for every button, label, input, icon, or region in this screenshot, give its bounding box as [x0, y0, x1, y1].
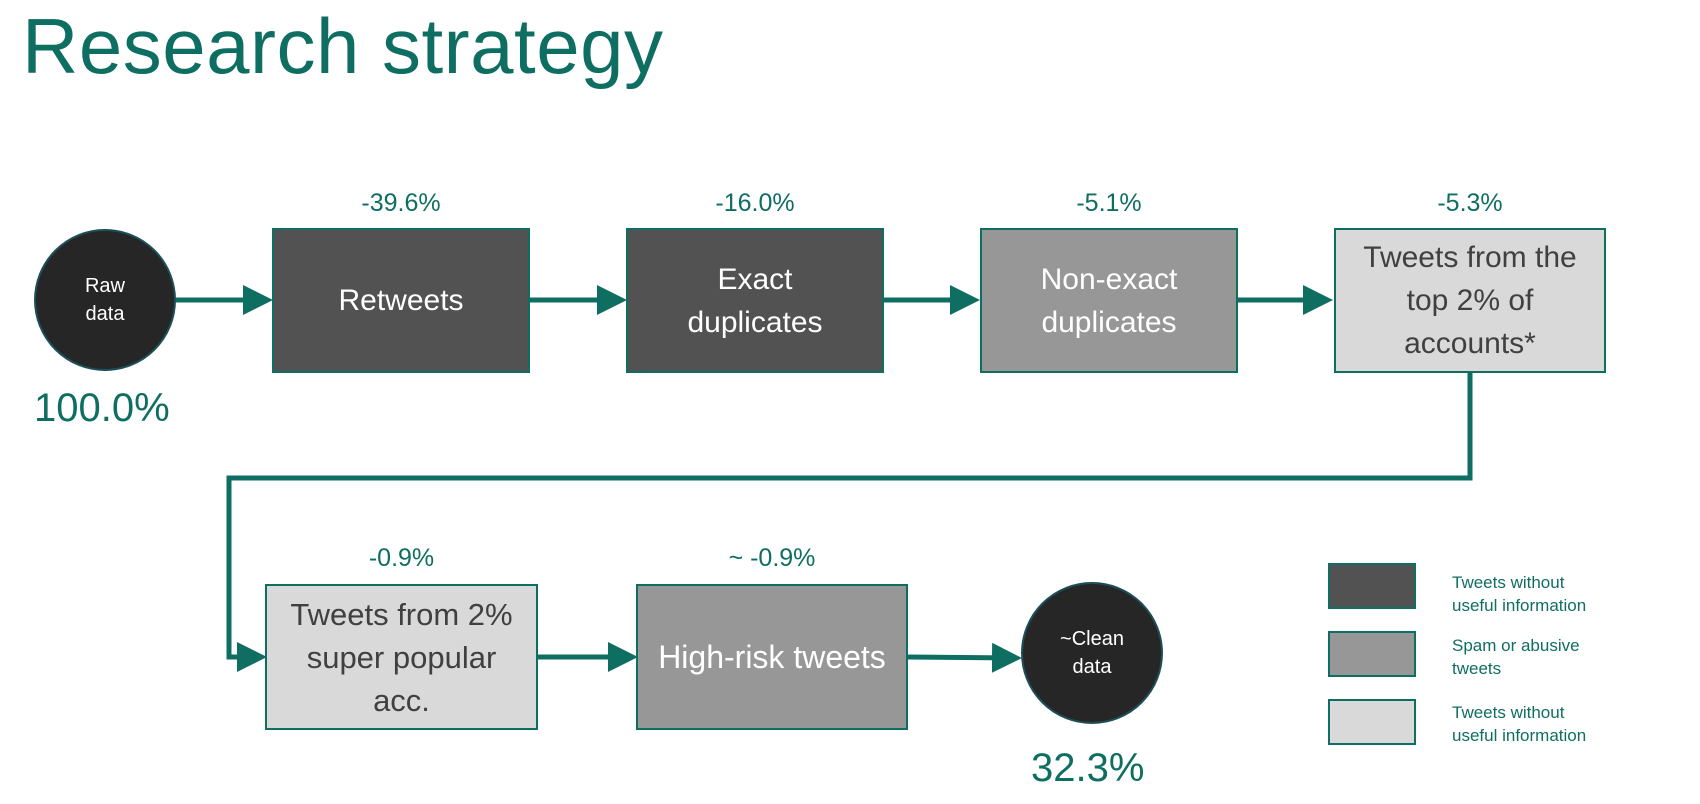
legend-label-dark: Tweets without useful information: [1452, 573, 1587, 615]
step-non-exact-duplicates: Non-exact duplicates: [980, 228, 1238, 373]
non-exact-duplicates-change: -5.1%: [1076, 189, 1142, 217]
legend-label-mid: Spam or abusive tweets: [1452, 636, 1580, 678]
step-high-risk-tweets: High-risk tweets: [636, 584, 908, 730]
legend-swatch-light: [1328, 699, 1416, 745]
arrow-highrisk-to-clean: [907, 642, 1022, 673]
super-popular-change: -0.9%: [368, 544, 435, 572]
step-top-accounts: Tweets from the top 2% of accounts*: [1334, 228, 1606, 373]
step-exact-duplicates: Exact duplicates: [626, 228, 884, 373]
high-risk-change: ~ -0.9%: [728, 544, 816, 572]
raw-data-circle: Raw data: [34, 229, 176, 371]
step-super-popular-accounts: Tweets from 2% super popular acc.: [265, 584, 538, 730]
clean-data-label: ~Clean data: [1060, 628, 1124, 678]
arrow-top2-to-superpopular: [226, 373, 1473, 672]
exact-duplicates-change: -16.0%: [715, 189, 795, 217]
retweets-change: -39.6%: [361, 189, 441, 217]
legend-swatch-dark: [1328, 563, 1416, 609]
raw-data-percentage: 100.0%: [34, 386, 170, 430]
slide-title: Research strategy: [22, 2, 664, 90]
top-accounts-change: -5.3%: [1437, 189, 1503, 217]
clean-data-circle: ~Clean data: [1021, 582, 1163, 724]
raw-data-label: Raw data: [84, 275, 125, 325]
clean-data-percentage: 32.3%: [1031, 746, 1145, 790]
step-retweets: Retweets: [272, 228, 530, 373]
legend-label-light: Tweets without useful information: [1452, 703, 1587, 745]
legend-swatch-mid: [1328, 631, 1416, 677]
